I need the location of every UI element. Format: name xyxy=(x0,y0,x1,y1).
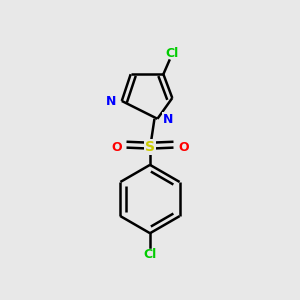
Text: Cl: Cl xyxy=(166,47,179,61)
Text: O: O xyxy=(111,141,122,154)
Text: O: O xyxy=(178,141,189,154)
Text: Cl: Cl xyxy=(143,248,157,260)
Text: N: N xyxy=(163,113,173,126)
Text: S: S xyxy=(145,140,155,154)
Text: N: N xyxy=(106,95,116,108)
